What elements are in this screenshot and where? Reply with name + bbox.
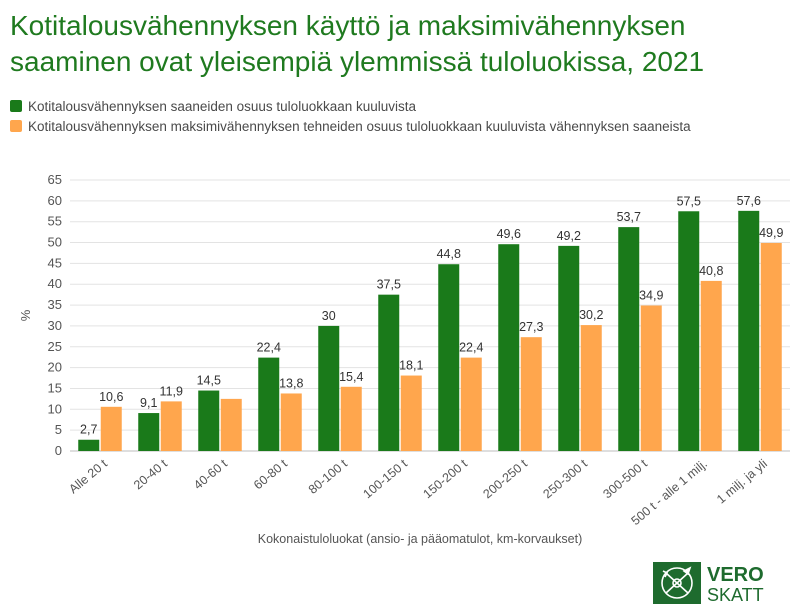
legend-item-orange: Kotitalousvähennyksen maksimivähennyksen… — [10, 118, 750, 135]
bar-green — [318, 325, 340, 451]
y-tick-label: 45 — [48, 255, 62, 270]
x-tick-label: 20-40 t — [131, 456, 170, 492]
bar-green — [678, 211, 700, 451]
data-label: 34,9 — [639, 288, 663, 302]
bar-green — [378, 294, 400, 451]
data-label: 30,2 — [579, 308, 603, 322]
bar-orange — [700, 280, 722, 451]
data-label: 49,6 — [497, 227, 521, 241]
data-label: 14,5 — [197, 374, 221, 388]
y-tick-label: 10 — [48, 401, 62, 416]
x-tick-label: 1 milj. ja yli — [714, 457, 770, 507]
x-tick-label: 100-150 t — [360, 456, 410, 501]
x-tick-label: 60-80 t — [251, 456, 290, 492]
y-tick-label: 50 — [48, 235, 62, 250]
legend-label-orange: Kotitalousvähennyksen maksimivähennyksen… — [28, 119, 691, 134]
bar-green — [618, 227, 640, 451]
data-label: 30 — [322, 309, 336, 323]
logo-emblem-icon — [661, 566, 693, 599]
bar-orange — [160, 401, 182, 451]
bar-green — [498, 244, 520, 451]
x-axis-label: Kokonaistuloluokat (ansio- ja pääomatulo… — [258, 532, 582, 546]
data-label: 37,5 — [377, 278, 401, 292]
y-tick-label: 20 — [48, 360, 62, 375]
bar-green — [138, 413, 160, 451]
data-label: 53,7 — [617, 210, 641, 224]
vero-skatt-logo: VERO SKATT — [653, 562, 764, 604]
data-label: 10,6 — [99, 390, 123, 404]
bar-green — [198, 390, 220, 451]
bar-green — [78, 439, 100, 451]
y-tick-label: 60 — [48, 193, 62, 208]
bar-orange — [520, 337, 542, 451]
data-label: 9,1 — [140, 396, 157, 410]
bar-green — [738, 210, 760, 451]
bar-orange — [580, 325, 602, 451]
data-label: 15,4 — [339, 370, 363, 384]
y-tick-label: 15 — [48, 380, 62, 395]
x-tick-label: 150-200 t — [420, 456, 470, 501]
y-tick-label: 65 — [48, 172, 62, 187]
data-label: 22,4 — [257, 341, 281, 355]
data-label: 44,8 — [437, 247, 461, 261]
logo-text-skatt: SKATT — [707, 585, 764, 604]
legend-swatch-orange — [10, 120, 22, 132]
bar-orange — [400, 375, 422, 451]
legend-item-green: Kotitalousvähennyksen saaneiden osuus tu… — [10, 98, 750, 115]
bar-orange — [280, 393, 302, 451]
x-tick-label: 200-250 t — [480, 456, 530, 501]
y-tick-label: 30 — [48, 318, 62, 333]
y-tick-label: 0 — [55, 443, 62, 458]
data-label: 13,8 — [279, 376, 303, 390]
chart-title: Kotitalousvähennyksen käyttö ja maksimiv… — [10, 10, 705, 77]
data-label: 57,5 — [677, 194, 701, 208]
legend: Kotitalousvähennyksen saaneiden osuus tu… — [10, 98, 750, 138]
x-tick-label: Alle 20 t — [66, 456, 110, 496]
bar-orange — [340, 386, 362, 451]
bar-orange — [220, 398, 242, 451]
bar-green — [258, 357, 280, 451]
y-tick-label: 25 — [48, 339, 62, 354]
data-label: 40,8 — [699, 264, 723, 278]
y-axis-label: % — [18, 309, 33, 321]
data-label: 49,9 — [759, 226, 783, 240]
bar-orange — [760, 242, 782, 451]
bar-orange — [460, 357, 482, 451]
y-tick-label: 40 — [48, 276, 62, 291]
logo-text-vero: VERO — [707, 564, 764, 586]
bar-green — [438, 264, 460, 451]
data-label: 18,1 — [399, 359, 423, 373]
bar-green — [558, 245, 580, 451]
data-label: 27,3 — [519, 320, 543, 334]
x-tick-label: 300-500 t — [600, 456, 650, 501]
y-tick-label: 35 — [48, 297, 62, 312]
x-tick-label: 80-100 t — [306, 456, 351, 497]
legend-label-green: Kotitalousvähennyksen saaneiden osuus tu… — [28, 99, 417, 114]
bar-orange — [100, 406, 122, 451]
data-label: 57,6 — [737, 194, 761, 208]
data-label: 11,9 — [160, 384, 183, 398]
y-tick-label: 5 — [55, 422, 62, 437]
data-label: 49,2 — [557, 229, 581, 243]
data-label: 22,4 — [459, 341, 483, 355]
x-tick-label: 250-300 t — [540, 456, 590, 501]
bar-orange — [640, 305, 662, 451]
data-label: 2,7 — [80, 423, 97, 437]
legend-swatch-green — [10, 100, 22, 112]
x-tick-label: 40-60 t — [191, 456, 230, 492]
y-tick-label: 55 — [48, 214, 62, 229]
